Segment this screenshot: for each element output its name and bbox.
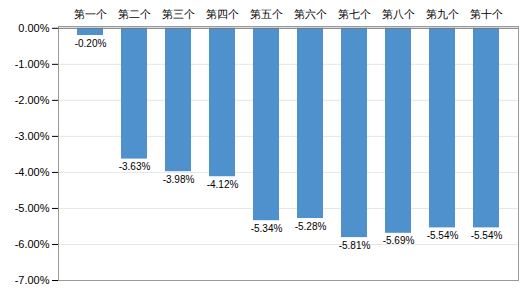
svg-text:-5.00%: -5.00%: [15, 202, 50, 214]
svg-text:第二个: 第二个: [118, 8, 151, 20]
svg-text:0.00%: 0.00%: [18, 22, 49, 34]
svg-text:-7.00%: -7.00%: [15, 274, 50, 286]
svg-text:-1.00%: -1.00%: [15, 58, 50, 70]
svg-text:第五个: 第五个: [250, 8, 283, 20]
svg-text:-5.54%: -5.54%: [427, 230, 459, 241]
svg-text:-6.00%: -6.00%: [15, 238, 50, 250]
svg-text:第四个: 第四个: [206, 8, 239, 20]
svg-text:第一个: 第一个: [74, 8, 107, 20]
svg-text:第三个: 第三个: [162, 8, 195, 20]
svg-text:-5.69%: -5.69%: [383, 235, 415, 246]
svg-text:-3.98%: -3.98%: [163, 174, 195, 185]
svg-text:第八个: 第八个: [382, 8, 415, 20]
svg-text:-2.00%: -2.00%: [15, 94, 50, 106]
svg-text:第六个: 第六个: [294, 8, 327, 20]
svg-text:-4.12%: -4.12%: [207, 179, 239, 190]
svg-text:-3.00%: -3.00%: [15, 130, 50, 142]
svg-text:-4.00%: -4.00%: [15, 166, 50, 178]
svg-text:-5.34%: -5.34%: [251, 223, 283, 234]
svg-text:-5.28%: -5.28%: [295, 221, 327, 232]
svg-text:第十个: 第十个: [470, 8, 503, 20]
svg-text:-0.20%: -0.20%: [75, 38, 107, 49]
svg-text:-5.81%: -5.81%: [339, 240, 371, 251]
svg-text:第七个: 第七个: [338, 8, 371, 20]
svg-text:-5.54%: -5.54%: [471, 230, 503, 241]
svg-text:-3.63%: -3.63%: [119, 161, 151, 172]
svg-text:第九个: 第九个: [426, 8, 459, 20]
